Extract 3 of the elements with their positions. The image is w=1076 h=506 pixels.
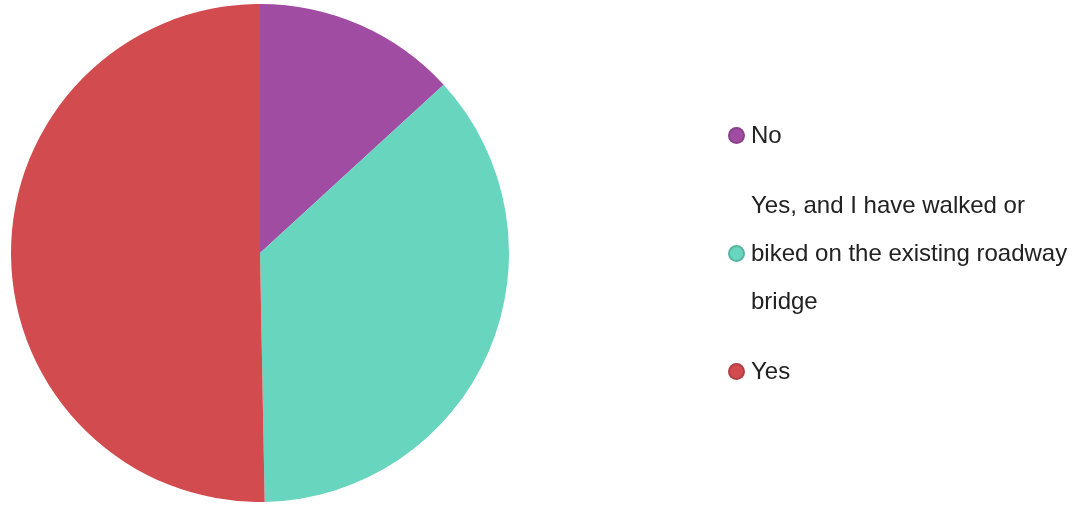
legend-label: Yes (751, 356, 791, 386)
legend-label: No (751, 120, 782, 150)
legend-label: Yes, and I have walked or biked on the existing roadway bridge (751, 190, 1069, 316)
